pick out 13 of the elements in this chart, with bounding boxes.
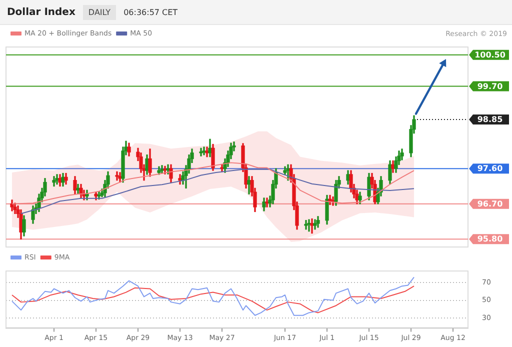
ref-line-label: 95.80 bbox=[477, 234, 504, 244]
candlestick bbox=[304, 220, 308, 230]
candlestick bbox=[115, 171, 119, 181]
ref-line-label: 100.50 bbox=[474, 50, 506, 60]
ref-line-label: 96.70 bbox=[477, 199, 504, 208]
chart-subtitle: DAILY bbox=[83, 4, 116, 20]
ref-line-label: 98.85 bbox=[477, 115, 504, 124]
chart-title: Dollar Index bbox=[7, 6, 76, 18]
ref-line-label: 97.60 bbox=[477, 164, 504, 174]
ref-line-label: 99.70 bbox=[477, 82, 504, 91]
text: 06:36:57 CET bbox=[124, 8, 178, 16]
candlestick bbox=[52, 176, 56, 187]
candlestick bbox=[310, 218, 314, 234]
